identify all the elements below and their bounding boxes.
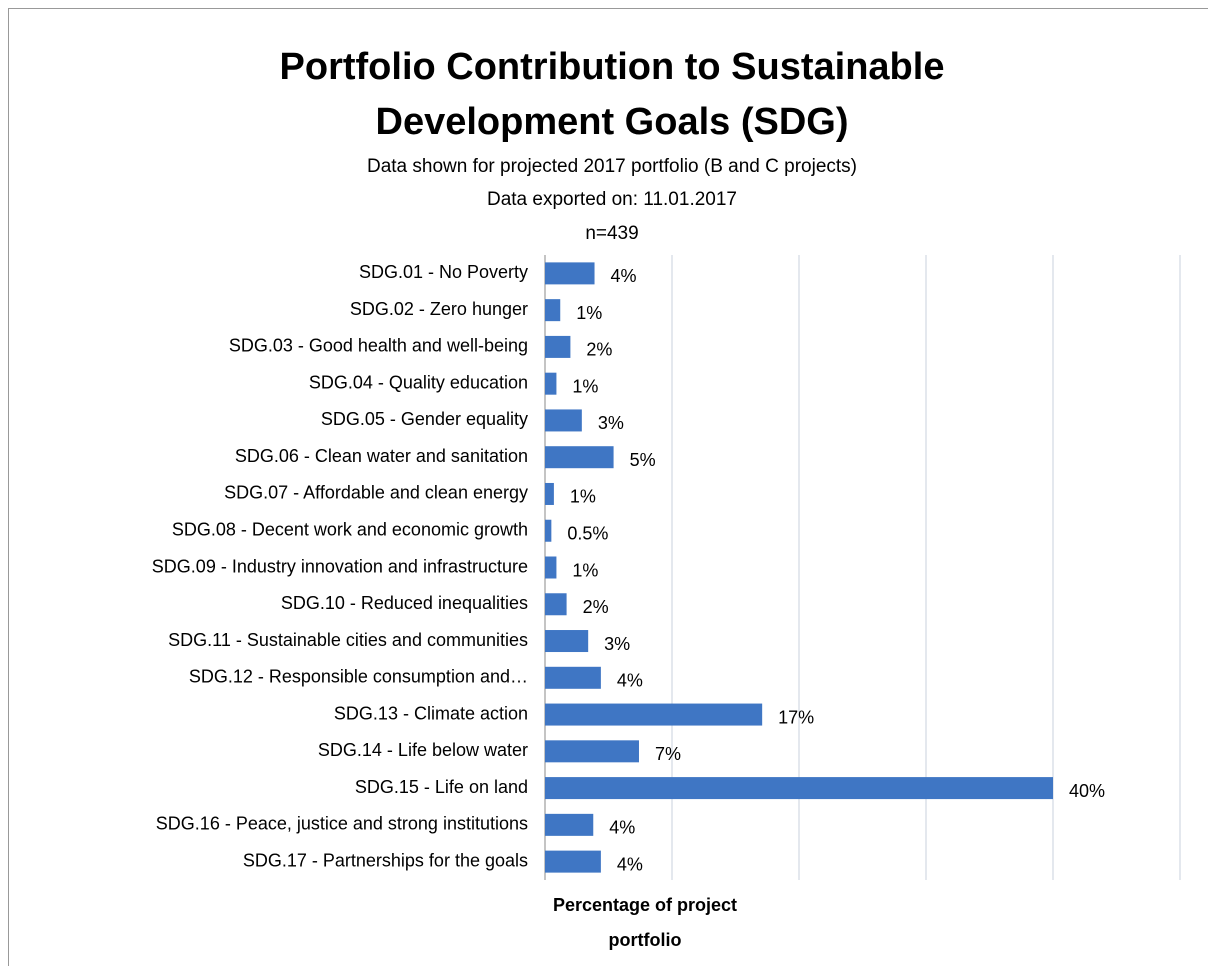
data-label: 4% — [617, 854, 643, 874]
data-label: 1% — [572, 560, 598, 580]
y-tick-label: SDG.16 - Peace, justice and strong insti… — [156, 814, 528, 834]
x-axis-label: Percentage of project portfolio — [552, 895, 738, 950]
bar — [545, 409, 582, 432]
subtitle: Data exported on: 11.01.2017 — [486, 189, 737, 210]
y-tick-label: SDG.07 - Affordable and clean energy — [224, 483, 528, 503]
y-tick-label: SDG.14 - Life below water — [318, 740, 528, 760]
bar — [545, 372, 557, 395]
data-label: 0.5% — [567, 523, 608, 543]
subtitle: n=439 — [585, 223, 639, 244]
y-tick-label: SDG.13 - Climate action — [334, 703, 528, 723]
bar — [545, 299, 561, 322]
y-tick-label: SDG.11 - Sustainable cities and communit… — [168, 630, 528, 650]
subtitle: Data shown for projected 2017 portfolio … — [366, 156, 858, 177]
y-tick-label: SDG.09 - Industry innovation and infrast… — [152, 556, 528, 576]
data-label: 40% — [1069, 781, 1105, 801]
bar — [545, 813, 594, 836]
bar — [545, 446, 614, 469]
y-tick-label: SDG.04 - Quality education — [309, 372, 528, 392]
data-label: 4% — [609, 818, 635, 838]
data-label: 5% — [630, 450, 656, 470]
bar — [545, 335, 571, 358]
y-tick-label: SDG.08 - Decent work and economic growth — [172, 519, 528, 539]
data-label: 3% — [598, 413, 624, 433]
y-tick-label: SDG.12 - Responsible consumption and… — [189, 667, 528, 687]
data-label: 7% — [655, 744, 681, 764]
bar — [545, 556, 557, 579]
y-tick-label: SDG.03 - Good health and well-being — [229, 336, 528, 356]
bar — [545, 593, 567, 616]
data-label: 2% — [586, 340, 612, 360]
data-label: 1% — [576, 303, 602, 323]
y-tick-label: SDG.01 - No Poverty — [359, 262, 528, 282]
data-label: 3% — [604, 634, 630, 654]
data-label: 1% — [572, 376, 598, 396]
data-label: 1% — [570, 487, 596, 507]
bar — [545, 482, 554, 505]
bar — [545, 777, 1053, 800]
data-label: 4% — [617, 671, 643, 691]
data-label: 2% — [583, 597, 609, 617]
y-tick-label: SDG.17 - Partnerships for the goals — [243, 850, 528, 870]
bar — [545, 262, 595, 285]
y-tick-label: SDG.05 - Gender equality — [321, 409, 528, 429]
data-label: 17% — [778, 707, 814, 727]
data-label: 4% — [611, 266, 637, 286]
bar — [545, 630, 589, 653]
bar — [545, 850, 601, 873]
bar — [545, 740, 639, 763]
bar — [545, 703, 763, 726]
y-tick-label: SDG.10 - Reduced inequalities — [281, 593, 528, 613]
bar — [545, 519, 552, 542]
y-tick-label: SDG.15 - Life on land — [355, 777, 528, 797]
y-tick-label: SDG.02 - Zero hunger — [350, 299, 528, 319]
bar — [545, 666, 601, 689]
y-tick-label: SDG.06 - Clean water and sanitation — [235, 446, 528, 466]
chart-title: Portfolio Contribution to Sustainable De… — [279, 46, 945, 143]
